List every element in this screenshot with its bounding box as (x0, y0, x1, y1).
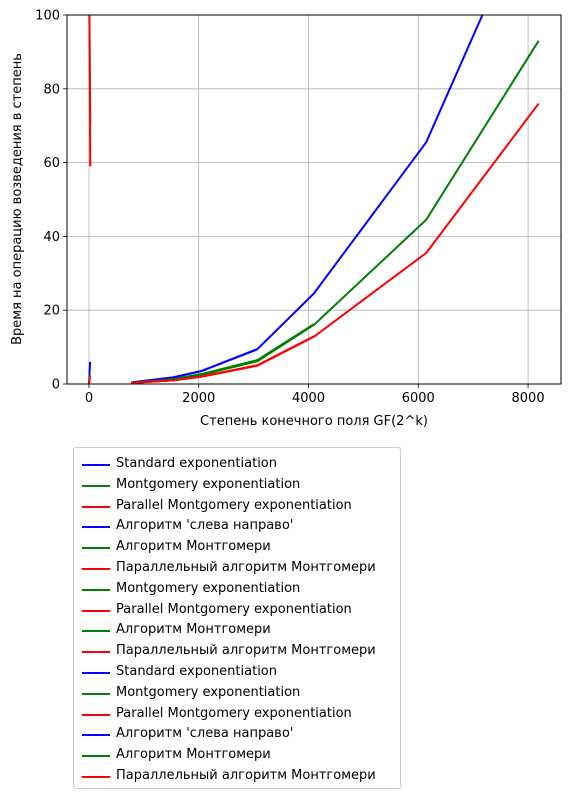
x-tick-label: 8000 (512, 391, 545, 406)
legend-label: Parallel Montgomery exponentiation (116, 497, 352, 513)
chart: 0 2000 4000 6000 8000 0 20 40 60 80 100 Степень ко… (10, 9, 562, 429)
legend-label: Алгоритм Монтгомери (116, 539, 271, 555)
legend-entry: Параллельный алгоритм Монтгомери (74, 766, 400, 786)
y-axis-label: Время на операцию возведения в степень (10, 53, 25, 345)
legend-entry: Алгоритм 'слева направо' (74, 516, 400, 536)
y-tick-label: 60 (43, 156, 60, 171)
legend-swatch (82, 651, 110, 654)
legend-swatch (82, 464, 110, 466)
series-line-16 (131, 375, 202, 384)
legend-entry: Standard exponentiation (74, 662, 400, 682)
legend-entry: Parallel Montgomery exponentiation (74, 600, 400, 620)
legend-entry: Montgomery exponentiation (74, 579, 400, 599)
legend-label: Алгоритм 'слева направо' (116, 518, 294, 534)
legend-label: Параллельный алгоритм Монтгомери (116, 643, 376, 659)
legend-swatch (82, 692, 110, 695)
series-line-14 (130, 348, 258, 384)
legend-entry: Алгоритм Монтгомери (74, 620, 400, 640)
ticks: 0 2000 4000 6000 8000 0 20 40 60 80 100 (35, 9, 544, 407)
legend-swatch (82, 505, 110, 508)
legend-label: Montgomery exponentiation (116, 476, 301, 492)
legend-swatch (82, 776, 110, 778)
legend: Standard exponentiation Montgomery expone… (73, 447, 401, 789)
x-tick-label: 6000 (402, 391, 435, 406)
legend-label: Алгоритм Монтгомери (116, 622, 271, 638)
legend-entry: Standard exponentiation (74, 454, 400, 474)
legend-swatch (82, 755, 110, 758)
legend-entry: Параллельный алгоритм Монтгомери (74, 558, 400, 578)
y-tick-label: 80 (43, 82, 60, 97)
legend-swatch (82, 713, 110, 716)
legend-swatch (82, 672, 110, 674)
legend-label: Алгоритм Монтгомери (116, 747, 271, 763)
legend-swatch (82, 526, 110, 529)
legend-label: Параллельный алгоритм Монтгомери (116, 560, 376, 575)
legend-label: Standard exponentiation (116, 456, 277, 471)
legend-swatch (82, 568, 110, 570)
legend-label: Montgomery exponentiation (116, 684, 301, 700)
legend-label: Standard exponentiation (116, 664, 277, 679)
legend-swatch (82, 630, 110, 633)
legend-swatch (82, 588, 110, 591)
legend-label: Parallel Montgomery exponentiation (116, 601, 352, 617)
legend-entry: Параллельный алгоритм Монтгомери (74, 641, 400, 661)
legend-entry: Алгоритм Монтгомери (74, 745, 400, 765)
legend-swatch (82, 547, 110, 550)
legend-entry: Montgomery exponentiation (74, 683, 400, 703)
legend-swatch (82, 734, 110, 737)
legend-label: Параллельный алгоритм Монтгомери (116, 768, 376, 783)
series-line-6 (88, 15, 92, 167)
x-tick-label: 2000 (182, 391, 215, 406)
legend-entry: Алгоритм Монтгомери (74, 537, 400, 557)
legend-label: Montgomery exponentiation (116, 580, 301, 596)
y-tick-label: 40 (43, 230, 60, 245)
y-tick-label: 0 (52, 378, 60, 393)
legend-swatch (82, 609, 110, 612)
series-layer (87, 15, 540, 384)
legend-entry: Алгоритм 'слева направо' (74, 724, 400, 744)
y-tick-label: 100 (35, 9, 60, 24)
plot-area (67, 15, 561, 384)
legend-entry: Parallel Montgomery exponentiation (74, 704, 400, 724)
x-axis-label: Степень конечного поля GF(2^k) (200, 414, 428, 429)
x-tick-label: 0 (85, 391, 93, 406)
series-line-3 (88, 376, 92, 384)
legend-swatch (82, 484, 110, 487)
legend-label: Алгоритм 'слева направо' (116, 726, 294, 742)
y-tick-label: 20 (43, 304, 60, 319)
plot-frame (66, 14, 562, 385)
legend-label: Parallel Montgomery exponentiation (116, 705, 352, 721)
legend-entry: Parallel Montgomery exponentiation (74, 496, 400, 516)
legend-entry: Montgomery exponentiation (74, 475, 400, 495)
x-tick-label: 4000 (292, 391, 325, 406)
